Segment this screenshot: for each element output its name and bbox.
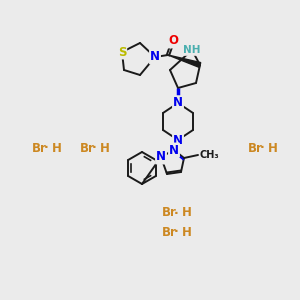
Text: ·: · — [44, 142, 48, 154]
Text: Br: Br — [80, 142, 95, 154]
Text: O: O — [168, 34, 178, 47]
Text: Br: Br — [248, 142, 263, 154]
Text: N: N — [173, 134, 183, 146]
Text: H: H — [100, 142, 110, 154]
Text: NH: NH — [183, 45, 201, 55]
Text: Br: Br — [162, 226, 177, 238]
Text: S: S — [118, 46, 126, 59]
Text: H: H — [52, 142, 62, 154]
Text: Br: Br — [32, 142, 47, 154]
Polygon shape — [168, 55, 201, 68]
Text: ·: · — [174, 226, 178, 238]
Text: H: H — [182, 226, 192, 238]
Text: ·: · — [92, 142, 96, 154]
Text: ·: · — [260, 142, 264, 154]
Text: H: H — [182, 206, 192, 220]
Text: N: N — [169, 143, 179, 157]
Text: N: N — [173, 97, 183, 110]
Text: N: N — [150, 50, 160, 64]
Text: ·: · — [174, 206, 178, 220]
Text: CH₃: CH₃ — [200, 150, 220, 160]
Text: Br: Br — [162, 206, 177, 220]
Text: N: N — [156, 151, 166, 164]
Text: H: H — [268, 142, 278, 154]
